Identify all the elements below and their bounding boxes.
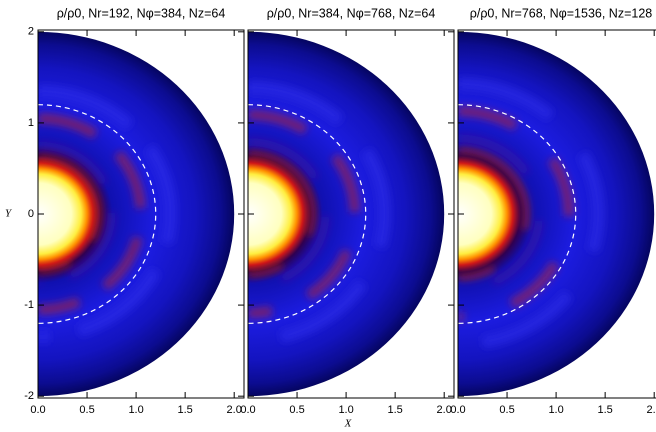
- density-streak: [248, 109, 360, 319]
- x-tick-label: 0.0: [240, 404, 255, 416]
- density-streak: [458, 77, 605, 351]
- density-streak: [38, 141, 116, 287]
- panel-title: ρ/ρ0, Nr=384, Nφ=768, Nz=64: [267, 6, 436, 20]
- reference-arc: [248, 104, 367, 324]
- x-tick-label: 1.5: [177, 404, 192, 416]
- x-tick-label: 1.5: [387, 404, 402, 416]
- x-tick-label: 0.5: [499, 404, 514, 416]
- density-streak: [248, 138, 330, 290]
- x-tick-label: 2.0: [437, 404, 452, 416]
- x-tick-label: 0.0: [30, 404, 45, 416]
- x-tick-label: 1.5: [597, 404, 612, 416]
- density-streak: [248, 150, 316, 278]
- density-map: [38, 31, 235, 397]
- y-tick-label: 1: [28, 117, 34, 129]
- x-tick-label: 0.0: [450, 404, 465, 416]
- x-tick-label: 2.0: [647, 404, 656, 416]
- x-tick-label: 0.5: [79, 404, 94, 416]
- y-tick-label: -1: [24, 299, 34, 311]
- density-streak: [38, 85, 177, 343]
- density-streak: [458, 106, 574, 322]
- density-streak: [458, 147, 530, 281]
- x-tick-label: 1.0: [128, 404, 143, 416]
- y-axis-label: Y: [5, 208, 13, 220]
- panel: [458, 31, 655, 397]
- density-streak: [38, 154, 102, 274]
- density-streak: [38, 113, 146, 315]
- x-tick-label: 1.0: [338, 404, 353, 416]
- panel: [248, 31, 445, 397]
- y-tick-label: -2: [24, 390, 34, 402]
- density-streak: [458, 134, 544, 294]
- y-tick-label: 0: [28, 208, 34, 220]
- x-tick-label: 0.5: [289, 404, 304, 416]
- x-axis-label: X: [344, 418, 353, 430]
- y-tick-label: 2: [28, 26, 34, 38]
- reference-arc: [38, 104, 157, 324]
- density-streak: [248, 81, 391, 347]
- reference-arc: [458, 104, 577, 324]
- x-tick-label: 1.0: [548, 404, 563, 416]
- panel-title: ρ/ρ0, Nr=192, Nφ=384, Nz=64: [57, 6, 226, 20]
- x-tick-label: 2.0: [227, 404, 242, 416]
- panel: [38, 31, 235, 397]
- panel-title: ρ/ρ0, Nr=768, Nφ=1536, Nz=128: [470, 6, 653, 20]
